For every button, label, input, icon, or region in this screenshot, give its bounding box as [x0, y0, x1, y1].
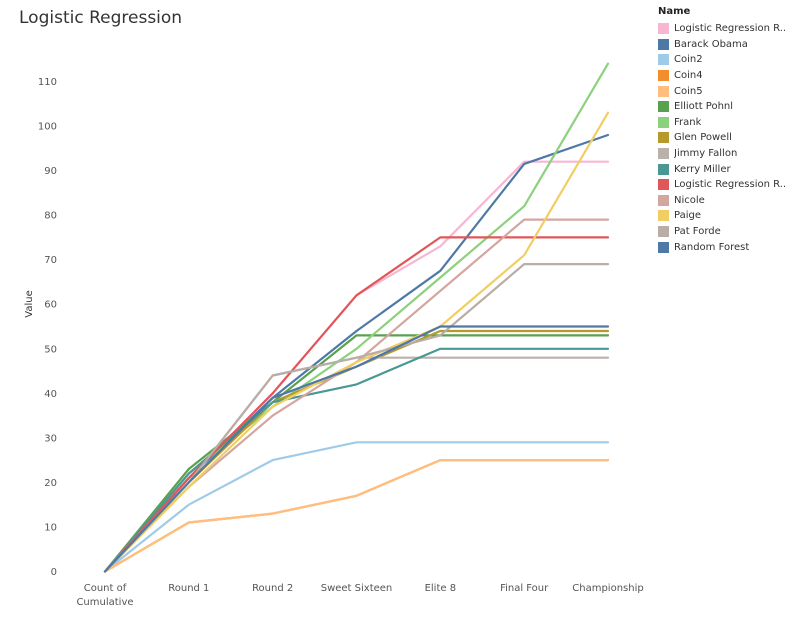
series-line-barack-obama[interactable] [103, 133, 610, 573]
legend-item[interactable]: Pat Forde [658, 224, 788, 240]
series-line-coin5[interactable] [103, 459, 610, 573]
legend-title: Name [658, 6, 691, 17]
legend-label: Kerry Miller [674, 163, 731, 175]
legend-label: Jimmy Fallon [674, 148, 738, 160]
legend-swatch [658, 241, 669, 253]
series-line-kerry-miller[interactable] [103, 347, 610, 573]
legend-label: Coin5 [674, 85, 703, 97]
legend-swatch [658, 148, 669, 160]
legend-item[interactable]: Logistic Regression R.. [658, 21, 788, 37]
y-tick-label: 70 [44, 255, 57, 266]
legend-swatch [658, 116, 669, 128]
line-chart: 0 10 20 30 40 50 60 70 80 90 100 110 Count of Cumula… [24, 62, 644, 608]
legend-item[interactable]: Coin4 [658, 68, 788, 84]
legend-item[interactable]: Frank [658, 115, 788, 131]
legend-item[interactable]: Logistic Regression R.. [658, 177, 788, 193]
series-line-pat-forde[interactable] [103, 263, 610, 573]
legend-label: Paige [674, 210, 701, 222]
y-tick-label: 80 [44, 211, 57, 222]
series-line-logistic-regression-r[interactable] [103, 236, 610, 573]
series-line-elliott-pohnl[interactable] [103, 334, 610, 573]
y-tick-label: 110 [38, 77, 57, 88]
x-tick-label: Count of Cumulative [76, 583, 133, 608]
legend-swatch [658, 179, 669, 191]
legend-swatch [658, 70, 669, 82]
y-tick-label: 40 [44, 389, 57, 400]
legend-item[interactable]: Glen Powell [658, 130, 788, 146]
series-line-coin4[interactable] [103, 459, 610, 573]
legend-label: Nicole [674, 194, 705, 206]
series-lines [103, 62, 610, 573]
x-tick-label: Round 1 [168, 583, 209, 594]
legend-item[interactable]: Barack Obama [658, 37, 788, 53]
y-tick-label: 20 [44, 478, 57, 489]
legend-label: Random Forest [674, 241, 750, 253]
legend-swatch [658, 163, 669, 175]
y-tick-label: 90 [44, 166, 57, 177]
legend-swatch [658, 38, 669, 50]
legend-swatch [658, 101, 669, 113]
legend-item[interactable]: Coin2 [658, 52, 788, 68]
legend-item[interactable]: Coin5 [658, 83, 788, 99]
y-axis: 0 10 20 30 40 50 60 70 80 90 100 110 [38, 77, 57, 578]
legend-items: Logistic Regression R.. Barack Obama Coin2… [658, 21, 788, 255]
legend-swatch [658, 54, 669, 66]
chart-title: Logistic Regression [19, 8, 183, 28]
legend-swatch [658, 132, 669, 144]
y-tick-label: 10 [44, 522, 57, 533]
legend-label: Barack Obama [674, 38, 748, 50]
y-tick-label: 100 [38, 122, 57, 133]
legend-item[interactable]: Nicole [658, 193, 788, 209]
x-axis: Count of Cumulative Round 1 Round 2 Sweet Si… [76, 583, 643, 608]
series-line-random-forest[interactable] [103, 325, 610, 573]
x-tick-label: Championship [572, 583, 643, 594]
legend-label: Coin2 [674, 54, 703, 66]
x-tick-label: Sweet Sixteen [321, 583, 393, 594]
legend-item[interactable]: Elliott Pohnl [658, 99, 788, 115]
legend-swatch [658, 226, 669, 238]
series-line-paige[interactable] [103, 111, 610, 573]
legend-item[interactable]: Random Forest [658, 239, 788, 255]
y-tick-label: 50 [44, 344, 57, 355]
legend-label: Elliott Pohnl [674, 101, 734, 113]
legend-item[interactable]: Paige [658, 208, 788, 224]
legend-item[interactable]: Kerry Miller [658, 161, 788, 177]
series-line-jimmy-fallon[interactable] [103, 356, 610, 573]
legend-label: Logistic Regression R.. [674, 179, 787, 191]
legend[interactable]: Name Logistic Regression R.. Barack Obama… [658, 6, 788, 255]
legend-swatch [658, 210, 669, 222]
legend-label: Coin4 [674, 70, 703, 82]
legend-label: Logistic Regression R.. [674, 23, 787, 35]
series-line-coin2[interactable] [103, 441, 610, 573]
y-axis-title: Value [24, 290, 35, 317]
x-tick-label: Round 2 [252, 583, 293, 594]
legend-label: Frank [674, 116, 702, 128]
legend-item[interactable]: Jimmy Fallon [658, 146, 788, 162]
y-tick-label: 30 [44, 433, 57, 444]
legend-label: Glen Powell [674, 132, 732, 144]
y-tick-label: 60 [44, 300, 57, 311]
legend-swatch [658, 23, 669, 35]
legend-swatch [658, 194, 669, 206]
y-tick-label: 0 [51, 567, 57, 578]
x-tick-label: Elite 8 [425, 583, 457, 594]
x-tick-label: Final Four [500, 583, 549, 594]
series-line-nicole[interactable] [103, 218, 610, 573]
legend-swatch [658, 85, 669, 97]
legend-label: Pat Forde [674, 226, 721, 238]
